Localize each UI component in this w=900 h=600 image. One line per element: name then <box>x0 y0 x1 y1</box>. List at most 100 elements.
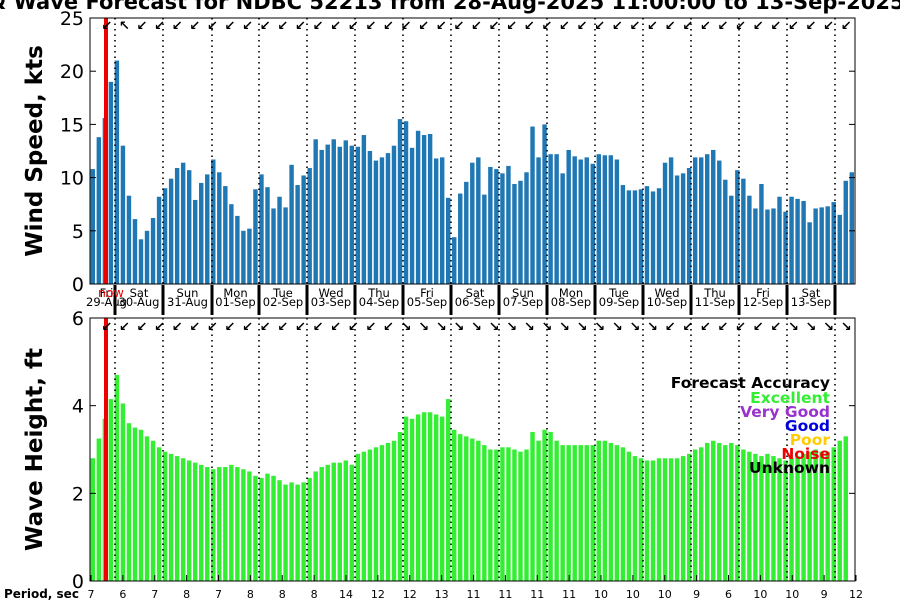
bar <box>415 414 421 581</box>
direction-arrow: ↙ <box>313 320 324 335</box>
direction-arrow: ↘ <box>471 320 482 335</box>
bar <box>108 81 114 284</box>
direction-arrow: ↙ <box>119 320 130 335</box>
day-name: Fri <box>100 286 114 300</box>
bar <box>819 207 824 284</box>
legend-item: Noise <box>781 445 830 463</box>
bar <box>542 124 547 285</box>
direction-arrow: ↘ <box>436 320 447 335</box>
bar <box>765 209 770 284</box>
y-axis-label: Wave Height, ft <box>22 348 48 551</box>
period-tick-label: 12 <box>371 588 385 600</box>
bar <box>843 436 848 581</box>
day-name: Wed <box>318 286 343 300</box>
bar <box>723 445 728 581</box>
day-date: 30-Aug <box>119 295 160 309</box>
bar <box>409 418 415 581</box>
direction-arrow: ↙ <box>788 19 799 34</box>
bar <box>325 464 330 581</box>
bar <box>735 445 740 581</box>
direction-arrow: ↙ <box>665 19 676 34</box>
direction-arrow: ↙ <box>665 320 676 335</box>
day-name: Sat <box>130 286 149 300</box>
direction-arrow: ↘ <box>788 320 799 335</box>
bar <box>747 195 752 284</box>
bar <box>373 447 379 581</box>
bar <box>789 196 794 284</box>
direction-arrow: ↘ <box>506 320 517 335</box>
direction-arrow: ↙ <box>137 320 148 335</box>
bar <box>620 447 626 581</box>
bar <box>723 179 728 284</box>
bar <box>771 208 776 284</box>
bar <box>644 460 650 581</box>
bar <box>470 438 475 581</box>
day-date: 02-Sep <box>263 295 303 309</box>
bar <box>656 458 662 581</box>
day-date: 29-Aug <box>86 295 127 309</box>
bar <box>126 195 132 284</box>
period-tick-label: 11 <box>467 588 481 600</box>
bar <box>590 445 595 581</box>
bar <box>445 399 451 581</box>
bar <box>361 451 367 581</box>
direction-arrow: ↙ <box>207 320 218 335</box>
bar <box>235 467 240 581</box>
bar <box>150 440 156 581</box>
direction-arrow: ↙ <box>735 19 746 34</box>
bar <box>494 449 499 581</box>
bar <box>325 144 330 284</box>
bar <box>132 427 138 581</box>
bar <box>554 440 559 581</box>
bar <box>253 189 258 284</box>
direction-arrow: ↙ <box>753 320 764 335</box>
bar <box>572 445 577 581</box>
bar <box>162 451 168 581</box>
bar <box>470 162 475 284</box>
direction-arrow: ↙ <box>770 320 781 335</box>
y-axis-label: Wind Speed, kts <box>22 45 48 257</box>
legend-item: Unknown <box>749 459 830 477</box>
bar <box>421 135 427 284</box>
bar <box>662 162 668 284</box>
period-tick-label: 14 <box>339 588 353 600</box>
bar <box>602 155 608 284</box>
direction-arrow: ↘ <box>418 320 429 335</box>
bar <box>421 412 427 581</box>
bar <box>307 168 312 284</box>
bar <box>307 477 312 581</box>
bar <box>211 469 216 581</box>
bar <box>114 374 120 581</box>
bar <box>506 447 511 581</box>
bar <box>837 440 842 581</box>
day-date: 08-Sep <box>551 295 591 309</box>
bar <box>223 186 228 284</box>
period-tick-label: 10 <box>658 588 672 600</box>
direction-arrow: ↙ <box>506 19 517 34</box>
period-tick-label: 10 <box>753 588 767 600</box>
period-tick-label: 7 <box>151 588 158 600</box>
bar <box>385 442 391 581</box>
bar <box>205 467 210 581</box>
day-date: 03-Sep <box>311 295 351 309</box>
bar <box>705 442 710 581</box>
legend-title: Forecast Accuracy <box>671 374 830 392</box>
day-name: Sun <box>177 286 199 300</box>
day-name: Mon <box>223 286 247 300</box>
period-tick-label: 8 <box>183 588 190 600</box>
bar <box>205 174 210 284</box>
bar <box>168 453 174 581</box>
period-axis-label: Period, sec <box>4 587 79 600</box>
bar <box>620 185 626 284</box>
bar <box>536 440 541 581</box>
bar <box>397 119 403 284</box>
period-tick-label: 9 <box>693 588 700 600</box>
bar <box>247 471 252 581</box>
day-date: 07-Sep <box>503 295 543 309</box>
bar <box>656 188 662 284</box>
day-name: Sun <box>512 286 534 300</box>
bar <box>452 429 457 581</box>
bar <box>759 183 764 284</box>
direction-arrow: ↙ <box>735 320 746 335</box>
period-tick-label: 11 <box>530 588 544 600</box>
